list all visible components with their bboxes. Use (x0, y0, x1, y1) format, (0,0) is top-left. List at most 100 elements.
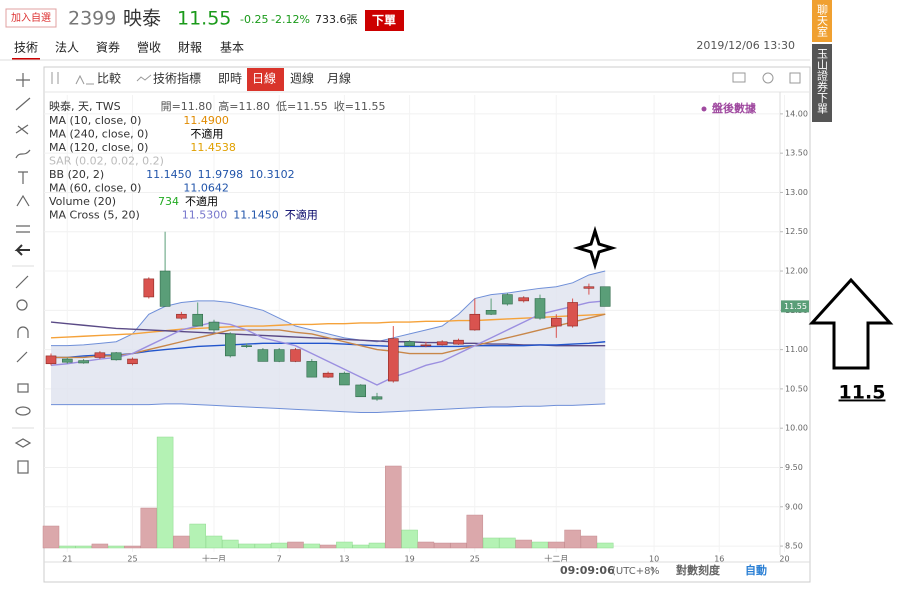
toolbar-item[interactable]: 比較 (97, 71, 121, 86)
volume-bar (368, 542, 386, 549)
toolbar-item[interactable]: 週線 (290, 71, 314, 86)
legend-row: MA Cross (5, 20) 11.5300 11.1450 不適用 (49, 208, 318, 222)
volume-bar (401, 529, 418, 549)
candle-body (599, 286, 611, 307)
broker-label[interactable]: 玉山證券下單 (816, 48, 829, 114)
legend-text: 10.3102 (249, 168, 295, 181)
volume-bar (596, 542, 614, 549)
legend-text: 11.5300 (182, 209, 228, 222)
nav-tab[interactable]: 營收 (137, 41, 161, 55)
x-tick-label: 十一月 (202, 554, 226, 564)
candle-body (159, 270, 171, 307)
candle-body (127, 358, 138, 365)
candle-body (273, 349, 285, 362)
candle-body (420, 344, 432, 347)
toolbar-item[interactable]: 月線 (327, 71, 351, 86)
stock-price: 11.55 (177, 8, 231, 30)
legend-text: MA (60, close, 0) (49, 182, 141, 195)
volume-bar (564, 529, 581, 549)
percent-toggle[interactable]: % (650, 566, 660, 577)
volume-bar (173, 535, 190, 549)
legend-text: 收=11.55 (334, 99, 386, 113)
legend-text: 11.9798 (198, 168, 244, 181)
y-tick-label: 12.00 (785, 267, 808, 276)
indicator-line (51, 341, 606, 359)
candle-body (387, 338, 399, 382)
legend-text: 11.1450 (233, 209, 279, 222)
legend-text: 11.4538 (190, 141, 236, 154)
price-change-pct: -2.12% (271, 13, 310, 26)
after-hours-label[interactable]: 盤後數據 (711, 101, 757, 115)
y-tick-label: 12.50 (785, 227, 808, 236)
candle-body (290, 349, 301, 362)
legend-text: 11.4900 (183, 114, 229, 127)
volume-bar (499, 537, 516, 549)
y-tick-label: 9.00 (785, 502, 803, 511)
candle-body (469, 313, 481, 331)
nav-tab[interactable]: 基本 (220, 41, 244, 55)
legend-text: 734 (158, 195, 179, 208)
annotation-text: 11.5 (839, 382, 886, 404)
y-tick-label: 10.00 (785, 424, 808, 433)
y-tick-label: 11.00 (785, 345, 808, 354)
candle-body (176, 313, 187, 319)
candle-body (453, 339, 464, 345)
volume-bar (531, 541, 549, 549)
candle-body (355, 384, 367, 398)
y-tick-label: 9.50 (785, 463, 803, 472)
up-arrow-annotation (808, 277, 894, 370)
timezone[interactable]: (UTC+8) (612, 566, 654, 577)
volume-bar (417, 541, 435, 549)
nav-tab[interactable]: 法人 (55, 41, 79, 55)
candle-body (208, 321, 220, 331)
legend-text: 不適用 (190, 127, 223, 141)
toolbar-item[interactable]: 即時 (218, 72, 242, 86)
legend-row: Volume (20) 734 不適用 (49, 194, 218, 208)
x-tick-label: 25 (470, 555, 480, 564)
chat-button[interactable] (812, 0, 832, 42)
volume-bar (580, 535, 598, 549)
star-annotation (572, 225, 618, 271)
drawing-tools[interactable] (14, 73, 32, 474)
last-price-box (781, 300, 809, 313)
nav-tab[interactable]: 技術 (14, 41, 38, 55)
order-button[interactable] (365, 10, 404, 31)
legend-text: MA Cross (5, 20) (49, 209, 140, 222)
candle-body (257, 349, 269, 362)
candle-body (322, 372, 334, 378)
broker-button[interactable] (812, 44, 832, 122)
volume-bar (482, 537, 500, 549)
legend-text: 11.1450 (146, 168, 192, 181)
toolbar-item[interactable]: 技術指標 (153, 71, 201, 86)
candle-body (567, 302, 578, 327)
nav-tab[interactable]: 資券 (96, 40, 120, 55)
indicator-line (50, 313, 606, 339)
log-toggle[interactable]: 對數刻度 (676, 563, 721, 577)
order-label[interactable]: 下單 (372, 14, 396, 28)
candle-body (225, 333, 236, 357)
chat-label[interactable]: 聊天室 (816, 3, 829, 37)
legend-text: MA (120, close, 0) (49, 141, 148, 154)
volume-bar (124, 545, 141, 549)
candle-body (550, 317, 562, 327)
x-tick-label: 25 (127, 555, 137, 564)
candle-body (583, 286, 595, 289)
volume-bar (385, 465, 402, 549)
volume-bar (303, 543, 321, 549)
toolbar-item[interactable]: 日線 (252, 71, 276, 86)
nav-tab[interactable]: 財報 (178, 40, 202, 55)
legend-text: 不適用 (185, 194, 218, 208)
indicator-line (50, 321, 606, 347)
x-tick-label: 13 (339, 555, 349, 564)
auto-toggle[interactable]: 自動 (745, 563, 767, 577)
watch-button[interactable] (5, 8, 57, 28)
toolbar-icons[interactable] (51, 72, 801, 85)
legend-row: SAR (0.02, 0.02, 0.2) (49, 155, 164, 168)
volume-bar (254, 543, 272, 549)
after-hours-dot (701, 106, 707, 112)
volume-bar (515, 539, 532, 549)
active-interval[interactable] (247, 68, 284, 91)
candle-body (534, 298, 546, 319)
watch-label[interactable]: 加入自選 (11, 11, 51, 24)
